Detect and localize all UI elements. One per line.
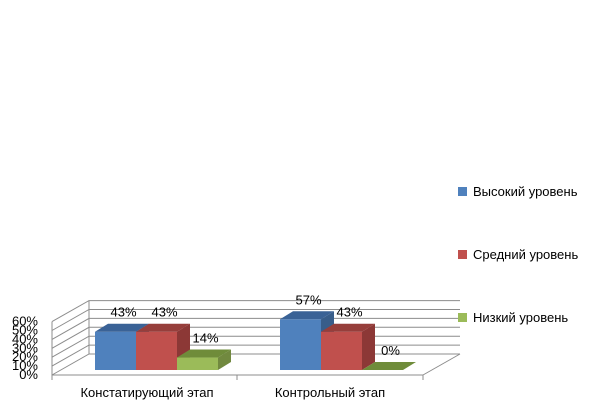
data-labels: 43% 43% 14% 57% 43% 0%	[110, 292, 400, 358]
legend-item-low: Низкий уровень	[458, 308, 603, 326]
legend-label-high: Высокий уровень	[473, 183, 578, 199]
grid-lines	[51, 300, 461, 376]
y-tick-label: 60%	[12, 314, 38, 329]
data-label-medium-1: 43%	[336, 305, 362, 320]
x-category-label: Констатирующий этап	[80, 385, 213, 400]
x-axis: Констатирующий этап Контрольный этап	[51, 375, 424, 400]
data-label-low-0: 14%	[192, 331, 218, 346]
y-tick-label: 30%	[12, 340, 38, 355]
data-label-high-0: 43%	[110, 305, 136, 320]
bar-medium-1	[321, 323, 375, 370]
y-tick-label: 10%	[12, 358, 38, 373]
bar-low-0	[177, 349, 231, 370]
legend-swatch-high	[458, 186, 467, 196]
y-tick-label: 50%	[12, 323, 38, 338]
x-category-label: Контрольный этап	[275, 385, 385, 400]
legend-item-medium: Средний уровень	[458, 245, 603, 263]
legend: Высокий уровень Средний уровень Низкий у…	[458, 182, 603, 371]
legend-label-low: Низкий уровень	[473, 309, 569, 325]
y-tick-label: 40%	[12, 331, 38, 346]
data-label-high-1: 57%	[295, 292, 321, 307]
data-label-medium-0: 43%	[151, 305, 177, 320]
bars	[95, 311, 416, 370]
data-label-low-1: 0%	[381, 343, 400, 358]
y-axis: 0%10%20%30%40%50%60%	[12, 314, 38, 382]
y-tick-label: 20%	[12, 349, 38, 364]
legend-swatch-low	[458, 312, 467, 322]
bar-low-1	[362, 362, 416, 370]
y-tick-label: 0%	[19, 367, 38, 382]
floor-edge	[422, 353, 461, 376]
legend-item-high: Высокий уровень	[458, 182, 603, 200]
legend-label-medium: Средний уровень	[473, 246, 579, 262]
legend-swatch-medium	[458, 249, 467, 259]
